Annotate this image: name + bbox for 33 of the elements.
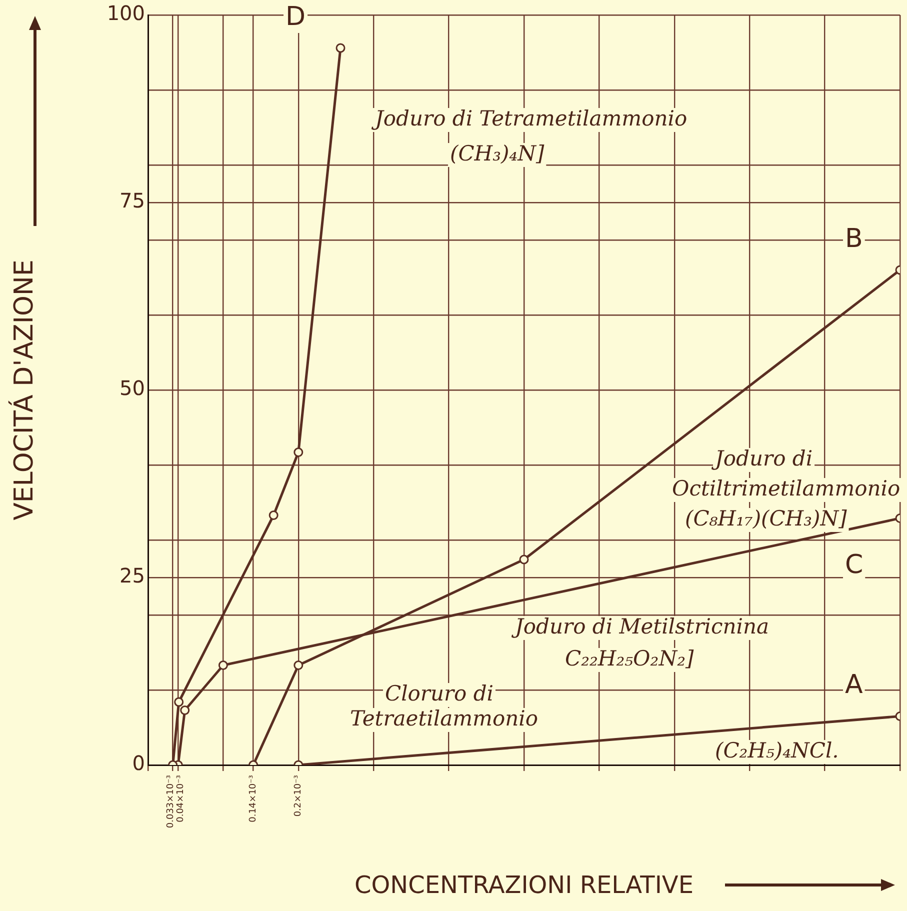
point [268, 510, 278, 520]
annotation: Joduro di Metilstricnina [511, 614, 770, 638]
y-axis-title: VELOCITÁ D'AZIONE [7, 260, 40, 520]
series-label: C [845, 550, 864, 580]
y-tick-label: 75 [120, 188, 145, 213]
y-tick-label: 50 [120, 376, 145, 400]
annotation: Tetraetilammonio [350, 706, 538, 730]
series-label: D [286, 2, 306, 32]
point [174, 697, 184, 707]
annotation: (CH₃)₄N] [450, 141, 545, 166]
x-axis-title: CONCENTRAZIONI RELATIVE [354, 870, 694, 899]
annotation: Cloruro di [385, 681, 494, 706]
series-label: B [845, 224, 863, 254]
x-tick-label: 0.14×10⁻³ [248, 774, 259, 822]
y-tick-label: 25 [120, 564, 145, 588]
x-tick-label: 0.04×10⁻³ [176, 774, 186, 822]
annotation: C₂₂H₂₅O₂N₂] [565, 646, 694, 670]
point [294, 660, 304, 670]
y-tick-label: 0 [132, 751, 145, 776]
annotation: (C₈H₁₇)(CH₃)N] [685, 506, 848, 530]
x-tick-label: 0.033×10⁻³ [166, 774, 176, 828]
annotation: (C₂H₅)₄NCl. [715, 738, 839, 762]
point [519, 554, 529, 564]
point [336, 43, 346, 53]
y-tick-label: 100 [106, 1, 145, 26]
series-label: A [845, 670, 863, 700]
point [218, 660, 228, 670]
annotation: Octiltrimetilammonio [672, 476, 900, 500]
x-tick-label: 0.2×10⁻³ [294, 774, 304, 817]
annotation: Joduro di [711, 446, 813, 470]
point [294, 448, 304, 457]
annotation: Joduro di Tetrametilammonio [371, 106, 688, 130]
point [180, 706, 190, 715]
